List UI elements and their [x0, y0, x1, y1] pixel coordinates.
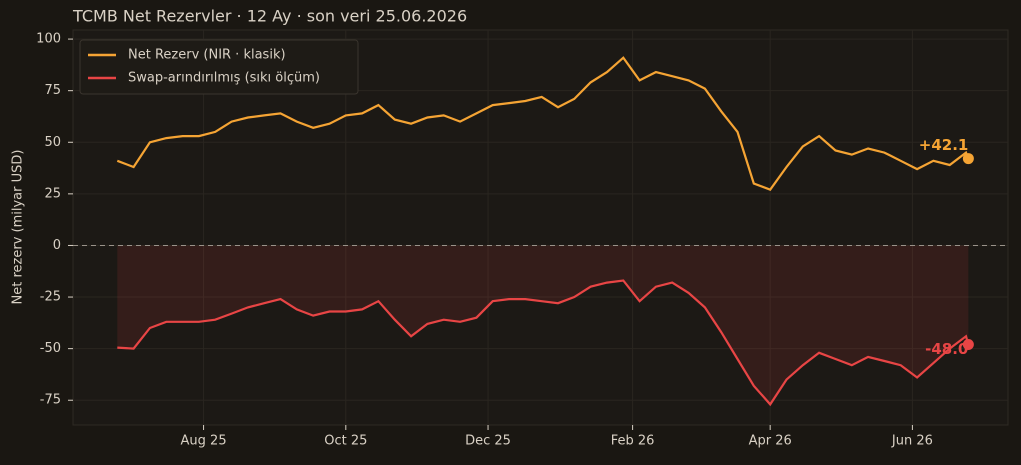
- x-tick-label: Oct 25: [324, 434, 367, 449]
- value-label: +42.1: [919, 136, 969, 154]
- series-line: [116, 56, 970, 192]
- x-tick-label: Feb 26: [611, 434, 655, 449]
- x-tick-label: Aug 25: [181, 434, 227, 449]
- area-fill: [117, 245, 969, 405]
- y-tick-label: -25: [40, 290, 61, 305]
- value-label: -48.0: [925, 340, 968, 358]
- y-axis-label: Net rezerv (milyar USD): [11, 150, 26, 305]
- x-tick-label: Dec 25: [465, 434, 511, 449]
- y-tick-label: -75: [40, 393, 61, 408]
- y-tick-label: 25: [44, 186, 61, 201]
- legend-label: Swap-arındırılmış (sıkı ölçüm): [128, 71, 320, 86]
- end-marker: [962, 339, 974, 351]
- legend-box: [79, 39, 359, 95]
- y-tick-label: 100: [36, 32, 61, 47]
- x-tick-label: Jun 26: [891, 434, 933, 449]
- series-line: [117, 279, 970, 407]
- end-marker: [962, 153, 974, 165]
- plot-area: [72, 29, 1009, 426]
- y-tick-label: 50: [44, 135, 61, 150]
- legend-label: Net Rezerv (NIR · klasik): [128, 48, 286, 63]
- y-tick-label: -50: [40, 341, 61, 356]
- chart-title: TCMB Net Rezervler · 12 Ay · son veri 25…: [72, 7, 467, 26]
- y-tick-label: 75: [44, 83, 61, 98]
- x-tick-label: Apr 26: [749, 434, 792, 449]
- y-tick-label: 0: [53, 238, 61, 253]
